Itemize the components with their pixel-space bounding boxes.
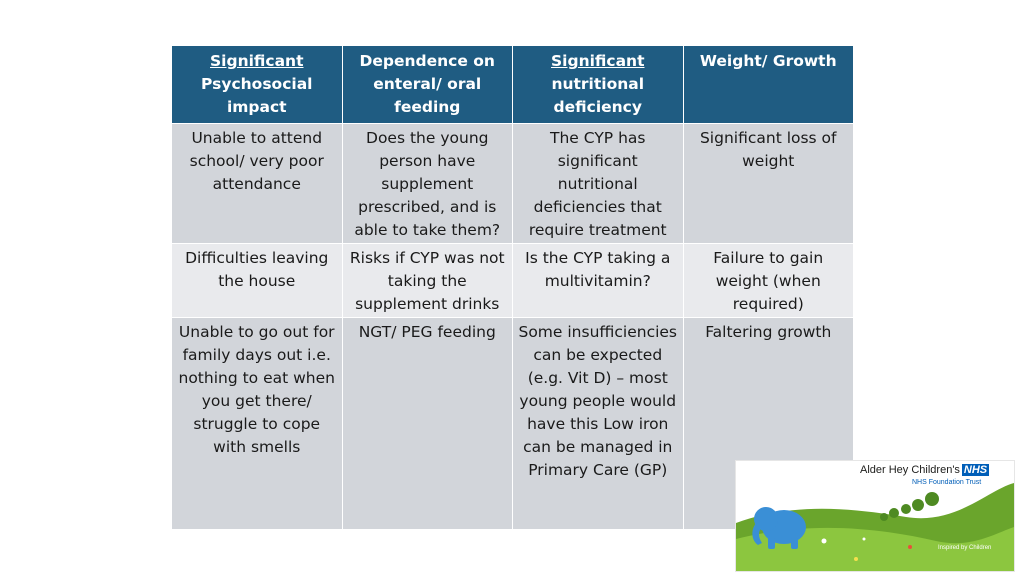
table-row: Difficulties leaving the house Risks if … [171,243,854,318]
alder-hey-logo: Alder Hey Children's NHS NHS Foundation T… [735,460,1015,572]
header-psychosocial-impact: Significant Psychosocial impact [171,45,343,124]
logo-landscape-graphic [736,483,1014,571]
logo-trust-name: NHS Foundation Trust [912,479,982,486]
header-text: nutritional deficiency [551,75,645,116]
table-cell: Some insufficiencies can be expected (e.… [512,317,684,530]
org-name-text: Alder Hey Children's [860,464,960,476]
logo-tagline: Inspired by Children [938,545,992,551]
logo-org-name: Alder Hey Children's NHS [860,464,990,476]
elephant-icon [752,507,806,549]
header-underlined-text: Significant [210,52,304,70]
table-cell: Does the young person have supplement pr… [341,123,513,244]
criteria-table: Significant Psychosocial impact Dependen… [171,45,854,530]
table-cell: Unable to attend school/ very poor atten… [171,123,343,244]
table-cell: The CYP has significant nutritional defi… [512,123,684,244]
table-cell: Significant loss of weight [682,123,854,244]
header-text: Psychosocial impact [201,75,313,116]
table-cell: Failure to gain weight (when required) [682,243,854,318]
table-row: Unable to attend school/ very poor atten… [171,123,854,244]
header-nutritional-deficiency: Significant nutritional deficiency [512,45,684,124]
table-header-row: Significant Psychosocial impact Dependen… [171,45,854,124]
header-text: Dependence on enteral/ oral feeding [359,52,495,116]
table-cell: Unable to go out for family days out i.e… [171,317,343,530]
table-row: Unable to go out for family days out i.e… [171,317,854,530]
table-cell: Risks if CYP was not taking the suppleme… [341,243,513,318]
header-dependence-feeding: Dependence on enteral/ oral feeding [341,45,513,124]
nhs-badge: NHS [961,464,990,476]
header-underlined-text: Significant [551,52,645,70]
hill-front [736,527,1014,571]
table-cell: Is the CYP taking a multivitamin? [512,243,684,318]
flowers-decoration [821,537,912,561]
trees [880,492,939,521]
header-weight-growth: Weight/ Growth [682,45,854,124]
table-cell: NGT/ PEG feeding [341,317,513,530]
header-text: Weight/ Growth [699,52,837,70]
table-cell: Difficulties leaving the house [171,243,343,318]
